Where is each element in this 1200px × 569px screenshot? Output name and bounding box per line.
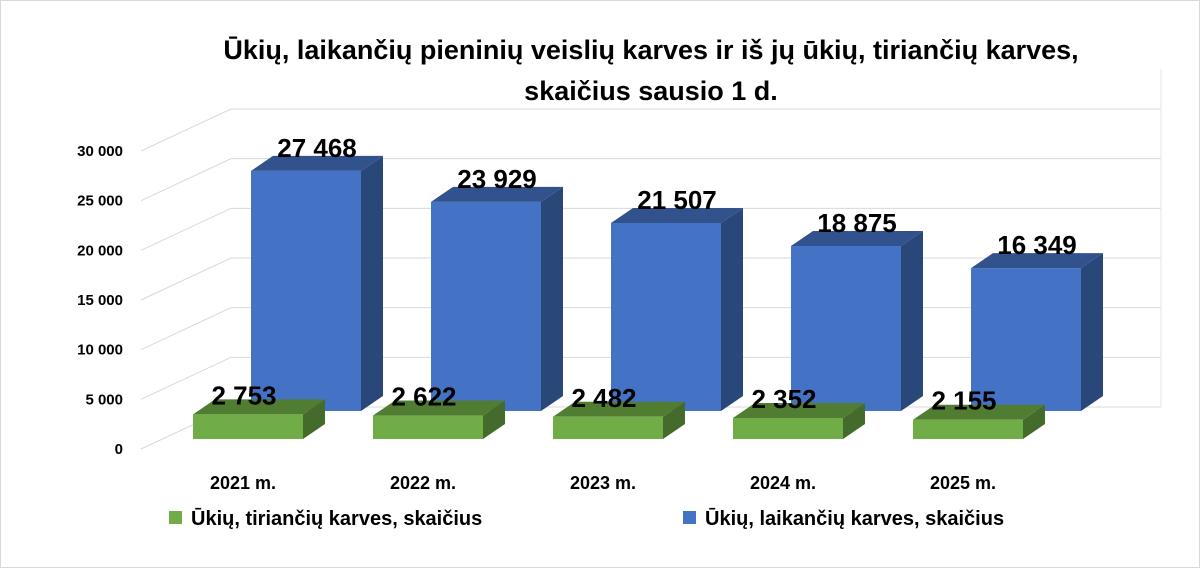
bar-green — [193, 399, 325, 439]
bar-blue-top — [251, 155, 383, 171]
bar-green-top — [733, 402, 865, 418]
bar-blue-top — [971, 253, 1103, 269]
y-tick-label: 15 000 — [77, 292, 123, 309]
chart-title-line-2: skaičius sausio 1 d. — [524, 76, 778, 106]
bar-green-side — [843, 402, 865, 439]
bar-green — [913, 404, 1045, 439]
legend-label: Ūkių, tiriančių karves, skaičius — [191, 508, 482, 530]
y-tick-label: 25 000 — [77, 193, 123, 210]
legend-swatch — [683, 511, 696, 524]
bar-green-front — [373, 415, 483, 439]
bar-green-top — [913, 404, 1045, 420]
chart-title-line-1: Ūkių, laikančių pieninių veislių karves … — [223, 35, 1078, 65]
x-tick-label: 2022 m. — [390, 473, 456, 493]
x-tick-label: 2023 m. — [570, 473, 636, 493]
bar-blue-front — [971, 268, 1081, 411]
y-tick-label: 30 000 — [77, 143, 123, 160]
bar-green-side — [303, 399, 325, 439]
bar-blue-side — [901, 231, 923, 411]
data-label-green: 2 622 — [391, 382, 456, 412]
bar-blue — [791, 231, 923, 411]
bar-green-front — [913, 419, 1023, 439]
bar-blue — [431, 186, 563, 411]
data-label-green: 2 352 — [751, 384, 816, 414]
bar-green-top — [373, 400, 505, 416]
bar-blue-top — [611, 208, 743, 224]
data-label-green: 2 753 — [211, 380, 276, 410]
legend-label: Ūkių, laikančių karves, skaičius — [705, 508, 1004, 530]
bar-blue-front — [431, 201, 541, 411]
bar-blue-front — [611, 223, 721, 411]
legend-swatch — [169, 511, 182, 524]
bar-green-front — [193, 414, 303, 439]
bar-green — [733, 402, 865, 439]
bar-green-side — [483, 400, 505, 439]
bar-green-top — [193, 399, 325, 415]
bar-blue-front — [251, 170, 361, 411]
data-label-blue: 23 929 — [457, 164, 537, 194]
bar-blue-side — [361, 155, 383, 411]
bar-blue-top — [431, 186, 563, 202]
gridline — [140, 108, 1161, 152]
bar-green-side — [663, 401, 685, 439]
bar-blue — [971, 253, 1103, 411]
y-tick-label: 20 000 — [77, 242, 123, 259]
bar-green — [553, 401, 685, 439]
data-label-blue: 21 507 — [637, 185, 717, 215]
gridline — [140, 158, 1161, 202]
bar-green — [373, 400, 505, 439]
bar-blue-top — [791, 231, 923, 247]
y-tick-label: 10 000 — [77, 342, 123, 359]
bar-blue-front — [791, 246, 901, 411]
bar-blue — [611, 208, 743, 411]
data-label-green: 2 155 — [931, 386, 996, 416]
data-label-blue: 27 468 — [277, 133, 357, 163]
data-label-green: 2 482 — [571, 383, 636, 413]
x-tick-label: 2021 m. — [210, 473, 276, 493]
data-label-blue: 18 875 — [817, 208, 897, 238]
x-tick-label: 2024 m. — [750, 473, 816, 493]
bar-green-front — [733, 417, 843, 439]
bar-green-top — [553, 401, 685, 417]
data-label-blue: 16 349 — [997, 230, 1077, 260]
x-tick-label: 2025 m. — [930, 473, 996, 493]
bar-blue-side — [1081, 253, 1103, 411]
bar-green-side — [1023, 404, 1045, 439]
bar-blue-side — [541, 186, 563, 411]
y-tick-label: 0 — [115, 441, 123, 458]
bar-blue — [251, 155, 383, 411]
bar-blue-side — [721, 208, 743, 411]
gridline — [140, 207, 1161, 251]
bar-green-front — [553, 416, 663, 439]
y-tick-label: 5 000 — [85, 391, 123, 408]
